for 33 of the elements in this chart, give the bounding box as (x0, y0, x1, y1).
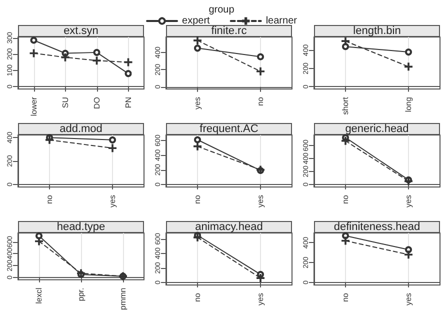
x-tick-label: yes (256, 195, 265, 208)
chart-title: animacy.head (166, 221, 292, 233)
x-tick-label: SU (60, 96, 70, 108)
x-tick-label: no (256, 96, 265, 106)
chart-title: frequent.AC (166, 123, 292, 135)
chart-title: definiteness.head (314, 221, 440, 233)
legend-label: learner (266, 16, 298, 26)
chart-title: length.bin (314, 25, 440, 37)
x-tick-label: no (45, 194, 54, 204)
x-tick-label: lexcl (34, 288, 44, 304)
x-tick-label: yes (108, 195, 117, 208)
x-tick-label: yes (404, 195, 413, 208)
x-tick-label: short (341, 96, 350, 115)
x-tick-label: no (341, 292, 350, 302)
x-tick-label: no (341, 194, 350, 204)
x-tick-label: yes (404, 293, 413, 306)
chart-title: add.mod (18, 123, 144, 135)
x-tick-label: yes (256, 293, 265, 306)
chart-title: finite.rc (166, 25, 292, 37)
x-tick-label: DO (92, 97, 102, 109)
x-tick-label: pmmn (118, 288, 128, 310)
chart-title: generic.head (314, 123, 440, 135)
chart-title: head.type (18, 221, 144, 233)
x-tick-label: no (193, 292, 202, 302)
legend-label: expert (182, 16, 210, 26)
legend-title: group (208, 4, 235, 16)
x-tick-label: PN (124, 96, 133, 108)
x-tick-label: yes (193, 97, 202, 110)
x-tick-label: no (193, 194, 202, 204)
x-tick-label: long (404, 97, 413, 112)
x-tick-label: ppr. (76, 288, 86, 302)
x-tick-label: lower (29, 96, 38, 116)
chart-title: ext.syn (18, 25, 144, 37)
